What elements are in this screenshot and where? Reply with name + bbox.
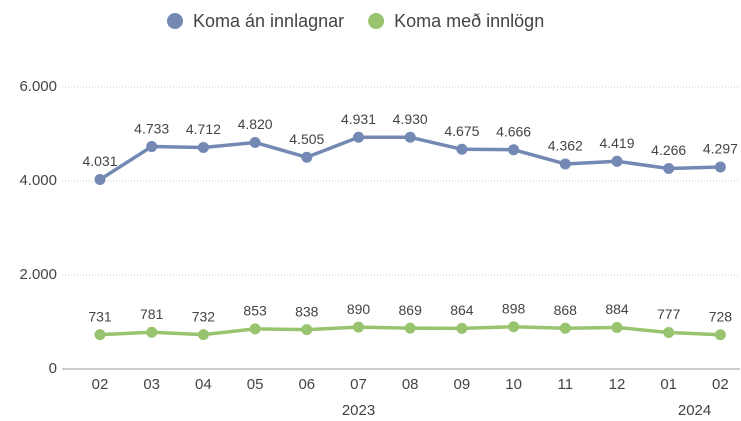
data-label: 853	[243, 303, 267, 319]
data-label: 4.931	[341, 111, 376, 127]
data-label: 732	[192, 308, 216, 324]
data-label: 4.266	[651, 142, 686, 158]
data-label: 864	[450, 302, 474, 318]
legend-label: Koma með innlögn	[394, 11, 544, 31]
y-tick-label: 6.000	[19, 78, 57, 95]
x-tick-label: 11	[558, 376, 574, 393]
data-point	[508, 144, 520, 156]
data-point	[456, 322, 468, 334]
data-point	[353, 321, 364, 333]
data-point	[714, 329, 726, 341]
data-point	[714, 161, 726, 173]
y-tick-label: 0	[49, 360, 57, 377]
data-label: 4.419	[599, 135, 634, 151]
data-label: 4.820	[238, 116, 273, 132]
data-label: 777	[657, 306, 681, 322]
data-label: 728	[709, 308, 733, 324]
x-tick-label: 12	[609, 376, 626, 393]
data-label: 4.362	[548, 138, 583, 154]
legend-label: Koma án innlagnar	[193, 11, 344, 31]
data-label: 868	[554, 302, 578, 318]
data-point	[404, 131, 416, 143]
data-point	[94, 329, 106, 341]
data-point	[611, 321, 623, 333]
x-group-label: 2024	[678, 402, 711, 419]
data-point	[197, 329, 209, 341]
data-label: 890	[347, 301, 371, 317]
data-label: 781	[140, 306, 164, 322]
data-point	[146, 141, 158, 153]
data-label: 4.930	[393, 111, 428, 127]
data-label: 4.297	[703, 141, 738, 157]
data-point	[249, 136, 261, 148]
legend-marker	[167, 13, 183, 29]
data-label: 731	[88, 308, 112, 324]
data-point	[663, 326, 675, 338]
x-tick-label: 07	[350, 376, 367, 393]
y-tick-label: 2.000	[19, 266, 57, 283]
data-label: 898	[502, 300, 526, 316]
data-point	[559, 322, 571, 334]
x-tick-label: 02	[92, 376, 109, 393]
y-tick-label: 4.000	[19, 172, 57, 189]
x-tick-label: 05	[247, 376, 264, 393]
x-tick-label: 08	[402, 376, 419, 393]
x-tick-label: 06	[298, 376, 315, 393]
data-point	[94, 174, 106, 186]
data-point	[456, 143, 468, 155]
data-label: 838	[295, 303, 319, 319]
x-group-label: 2023	[342, 402, 375, 419]
data-label: 4.712	[186, 121, 221, 137]
data-label: 4.733	[134, 120, 169, 136]
data-point	[508, 321, 520, 333]
data-label: 4.666	[496, 123, 531, 139]
data-label: 869	[399, 302, 423, 318]
data-label: 4.675	[444, 123, 479, 139]
x-tick-label: 02	[712, 376, 729, 393]
data-point	[146, 326, 158, 338]
x-tick-label: 01	[660, 376, 677, 393]
data-point	[611, 155, 623, 167]
data-point	[197, 142, 209, 154]
data-point	[559, 158, 571, 170]
x-tick-label: 09	[454, 376, 471, 393]
data-point	[353, 131, 364, 143]
x-tick-label: 10	[505, 376, 522, 393]
data-point	[301, 151, 313, 163]
data-point	[249, 323, 261, 335]
data-label: 884	[605, 301, 629, 317]
data-point	[663, 162, 675, 174]
data-point	[404, 322, 416, 334]
data-label: 4.031	[82, 153, 117, 169]
legend-marker	[368, 13, 385, 29]
data-point	[301, 324, 313, 336]
x-tick-label: 04	[195, 376, 212, 393]
x-tick-label: 03	[143, 376, 160, 393]
data-label: 4.505	[289, 131, 324, 147]
